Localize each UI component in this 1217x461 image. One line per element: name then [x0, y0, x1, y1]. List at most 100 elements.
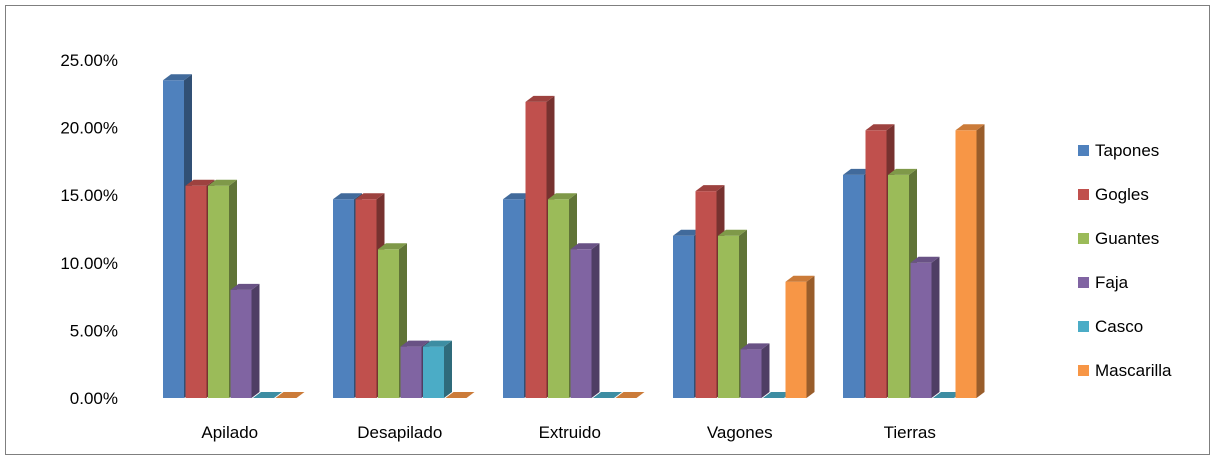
bar-front — [208, 185, 229, 398]
bar-front — [718, 235, 739, 398]
x-category-label: Tierras — [884, 423, 936, 442]
bar-top — [230, 283, 260, 290]
bar-top — [763, 392, 792, 398]
bar-top — [333, 193, 362, 200]
legend-label: Tapones — [1095, 141, 1159, 160]
bar-front — [163, 80, 184, 398]
bar-top — [208, 179, 237, 186]
legend-item: Mascarilla — [1078, 361, 1172, 380]
bar-top — [740, 343, 770, 350]
bar — [570, 243, 600, 398]
bar-front — [423, 346, 444, 398]
legend-item: Gogles — [1078, 185, 1149, 204]
y-tick-label: 0.00% — [70, 389, 118, 408]
bar-top — [378, 243, 407, 250]
bar-top — [865, 124, 895, 131]
bar-front — [333, 199, 354, 398]
legend-swatch — [1078, 321, 1089, 332]
legend-label: Mascarilla — [1095, 361, 1172, 380]
bar-front — [230, 289, 252, 398]
legend-label: Gogles — [1095, 185, 1149, 204]
bar-side — [591, 243, 600, 398]
legend-item: Faja — [1078, 273, 1129, 292]
bar-front — [185, 185, 207, 398]
x-axis-categories: Apilado Desapilado Extruido Vagones Tierras — [201, 423, 935, 442]
bar-top — [163, 74, 192, 81]
bar — [253, 392, 282, 398]
bar — [445, 392, 475, 398]
bar — [740, 343, 770, 398]
y-tick-label: 5.00% — [70, 321, 118, 340]
bars — [163, 74, 985, 399]
bar-front — [955, 130, 977, 398]
bar-top — [785, 275, 815, 282]
bar-top — [593, 392, 622, 398]
legend-label: Guantes — [1095, 229, 1159, 248]
bar — [763, 392, 792, 398]
y-tick-label: 15.00% — [60, 186, 118, 205]
legend-label: Casco — [1095, 317, 1143, 336]
bar-front — [695, 191, 717, 398]
bar-top — [570, 243, 600, 250]
bar-top — [695, 185, 725, 192]
legend-label: Faja — [1095, 273, 1129, 292]
legend-item: Guantes — [1078, 229, 1159, 248]
bar-top — [910, 256, 940, 263]
bar-side — [444, 340, 452, 398]
bar — [615, 392, 645, 398]
bar-front — [355, 199, 377, 398]
legend-item: Casco — [1078, 317, 1143, 336]
bar-front — [525, 101, 547, 399]
bar-front — [548, 199, 569, 398]
bar-side — [931, 256, 940, 398]
bar-front — [503, 199, 524, 398]
bar-top — [253, 392, 282, 398]
bar-top — [525, 95, 555, 102]
bar-front — [378, 249, 399, 398]
legend-item: Tapones — [1078, 141, 1159, 160]
bar-side — [976, 124, 985, 398]
bar-top — [888, 168, 917, 175]
bar-front — [740, 349, 762, 398]
bar-front — [570, 249, 592, 398]
bar-top — [503, 193, 532, 200]
bar-top — [548, 193, 577, 200]
legend-swatch — [1078, 365, 1089, 376]
bar-front — [888, 174, 909, 398]
legend-swatch — [1078, 145, 1089, 156]
bar-side — [806, 275, 815, 398]
bar — [785, 275, 815, 398]
bar-top — [843, 168, 872, 175]
bar — [955, 124, 985, 398]
y-axis-ticks: 0.00% 5.00% 10.00% 15.00% 20.00% 25.00% — [60, 51, 118, 408]
bar-front — [910, 262, 932, 398]
bar — [910, 256, 940, 398]
legend-swatch — [1078, 277, 1089, 288]
bar — [423, 340, 452, 398]
bar-front — [785, 281, 807, 398]
bar-top — [955, 124, 985, 131]
bar-side — [251, 283, 260, 398]
bar-top — [615, 392, 645, 398]
y-tick-label: 10.00% — [60, 254, 118, 273]
bar-top — [355, 193, 385, 200]
bar-top — [185, 179, 215, 186]
bar-front — [843, 174, 864, 398]
bar-front — [400, 346, 422, 398]
x-category-label: Apilado — [201, 423, 258, 442]
x-category-label: Vagones — [707, 423, 773, 442]
bar — [378, 243, 407, 398]
legend: Tapones Gogles Guantes Faja Casco Mascarilla — [1078, 141, 1172, 380]
bar-top — [423, 340, 452, 347]
bar-top — [933, 392, 962, 398]
x-category-label: Extruido — [539, 423, 601, 442]
x-category-label: Desapilado — [357, 423, 442, 442]
y-tick-label: 20.00% — [60, 119, 118, 138]
bar — [230, 283, 260, 398]
legend-swatch — [1078, 233, 1089, 244]
bar — [593, 392, 622, 398]
bar-top — [400, 340, 430, 347]
bar-top — [445, 392, 475, 398]
bar — [275, 392, 305, 398]
